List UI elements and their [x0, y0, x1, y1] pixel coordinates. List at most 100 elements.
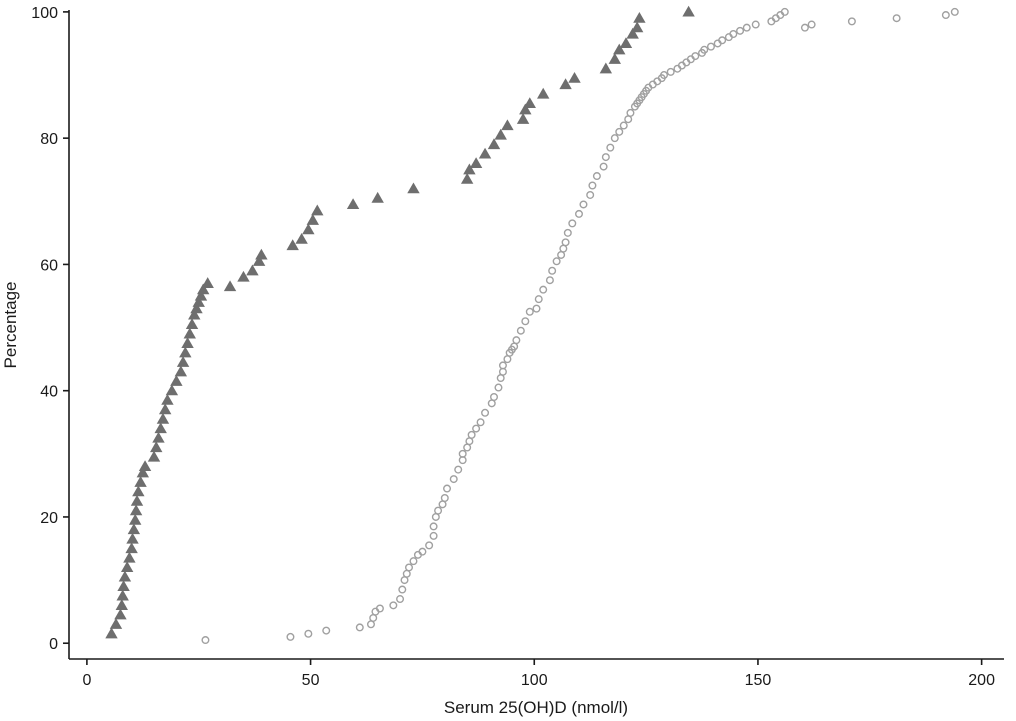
circle-point	[736, 26, 745, 35]
circle-point	[481, 408, 490, 417]
triangle-point	[197, 283, 210, 295]
circle-point	[322, 626, 331, 635]
triangle-point	[132, 485, 145, 497]
triangle-point	[463, 163, 476, 175]
circle-point	[552, 257, 561, 266]
circle-point	[458, 449, 467, 458]
triangle-point	[237, 270, 250, 282]
circle-point	[512, 336, 521, 345]
circle-point	[691, 52, 700, 61]
triangle-point	[286, 239, 299, 251]
circle-point	[548, 266, 557, 275]
triangle-point	[181, 337, 194, 348]
circle-point	[429, 522, 438, 531]
x-tick-label: 200	[968, 672, 995, 689]
circle-point	[941, 11, 950, 20]
circle-point	[418, 547, 427, 556]
triangle-point	[302, 223, 315, 235]
triangle-point	[626, 27, 639, 39]
triangle-point	[311, 204, 324, 216]
circle-point	[454, 465, 463, 474]
y-axis-title: Percentage	[1, 282, 20, 369]
triangle-point	[460, 172, 474, 184]
triangle-point	[130, 494, 144, 506]
circle-point	[438, 500, 447, 509]
triangle-point	[255, 248, 268, 260]
triangle-point	[114, 608, 127, 620]
triangle-point	[487, 138, 501, 150]
circle-point	[532, 304, 541, 313]
triangle-point	[469, 157, 483, 169]
triangle-point	[138, 460, 152, 472]
triangle-point	[115, 599, 128, 610]
circle-point	[561, 238, 570, 247]
circle-point	[950, 7, 959, 16]
triangle-point	[494, 128, 507, 140]
triangle-point	[519, 103, 532, 115]
series-1-triangle-points	[105, 5, 695, 639]
circle-point	[434, 506, 443, 515]
y-tick-label: 40	[40, 384, 58, 401]
circle-point	[545, 276, 554, 285]
circle-point	[503, 355, 512, 364]
triangle-point	[630, 21, 644, 33]
y-tick-label: 100	[31, 5, 58, 22]
y-tick-label: 60	[40, 257, 58, 274]
triangle-point	[194, 289, 208, 301]
circle-point	[465, 437, 474, 446]
circle-point	[700, 45, 709, 54]
triangle-point	[123, 551, 136, 563]
triangle-point	[523, 97, 536, 109]
circle-point	[575, 209, 584, 218]
triangle-point	[134, 476, 147, 487]
triangle-point	[201, 277, 214, 288]
triangle-point	[559, 78, 572, 90]
circle-point	[892, 14, 901, 23]
circle-point	[660, 71, 669, 80]
circle-point	[355, 623, 364, 632]
circle-point	[521, 317, 530, 326]
circle-point	[494, 383, 503, 392]
circle-point	[472, 424, 481, 433]
triangle-point	[346, 198, 360, 210]
triangle-point	[116, 589, 129, 601]
triangle-point	[170, 375, 183, 386]
circle-point	[610, 134, 619, 143]
triangle-point	[117, 580, 130, 591]
triangle-point	[188, 308, 201, 320]
circle-point	[425, 541, 434, 550]
circle-point	[729, 29, 738, 38]
circle-point	[396, 595, 405, 604]
triangle-point	[147, 450, 161, 462]
circle-point	[490, 393, 499, 402]
triangle-point	[152, 431, 165, 443]
triangle-point	[295, 232, 308, 244]
triangle-point	[161, 393, 174, 405]
triangle-point	[158, 403, 172, 415]
circle-point	[847, 17, 856, 26]
y-tick-label: 20	[40, 510, 58, 527]
triangle-point	[246, 264, 259, 276]
x-axis-title: Serum 25(OH)D (nmol/l)	[444, 698, 628, 717]
circle-point	[431, 512, 440, 521]
triangle-point	[613, 43, 626, 55]
triangle-point	[150, 441, 163, 453]
circle-point	[498, 367, 507, 376]
circle-point	[568, 219, 577, 228]
circle-point	[751, 20, 760, 29]
triangle-point	[190, 302, 203, 314]
triangle-point	[537, 87, 550, 99]
x-ticks: 0 50 100 150 200	[82, 659, 995, 689]
triangle-point	[371, 191, 384, 203]
circle-point	[496, 374, 505, 383]
triangle-point	[608, 53, 621, 64]
circle-point	[369, 613, 378, 622]
triangle-point	[568, 71, 581, 83]
circle-point	[780, 7, 789, 16]
triangle-point	[306, 214, 320, 225]
circle-point	[557, 250, 566, 259]
circle-point	[286, 632, 295, 641]
circle-point	[586, 190, 595, 199]
triangle-point	[682, 5, 695, 17]
